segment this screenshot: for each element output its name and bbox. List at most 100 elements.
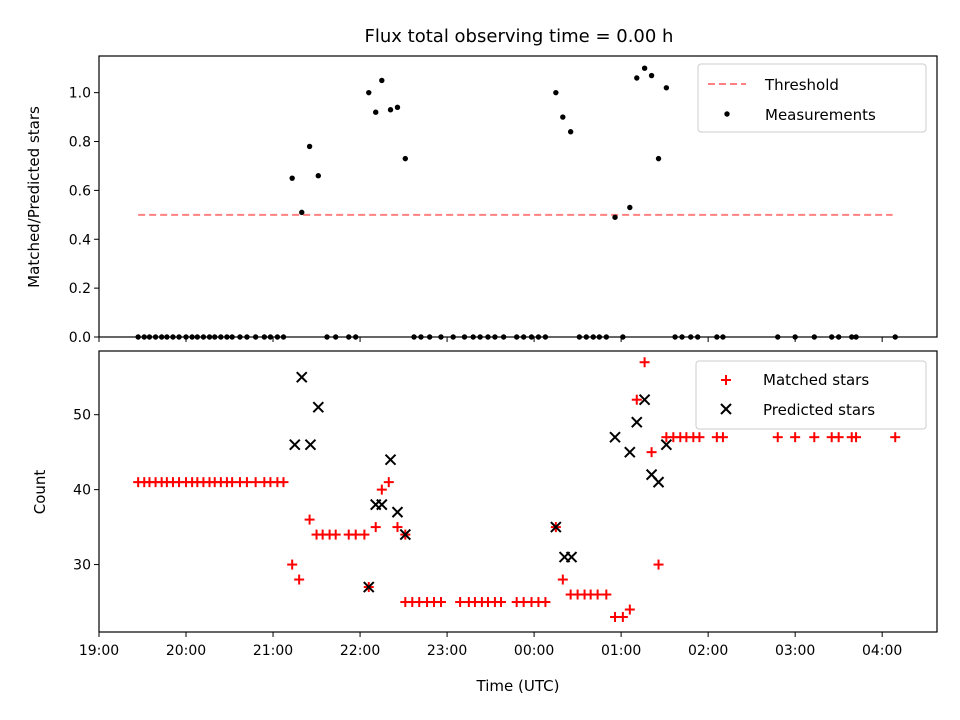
x-tick-label: 21:00 [253,643,293,659]
measurement-point [553,89,559,96]
matched-star-point [287,559,298,570]
legend-predicted-label: Predicted stars [763,401,875,419]
measurement-point [655,155,662,162]
predicted-star-point-b [312,401,324,413]
top-y-tick-label: 1.0 [69,86,91,102]
measurement-point [641,65,648,71]
predicted-star-point [660,438,673,451]
x-tick-label: 01:00 [601,643,641,659]
matched-star-point [631,394,642,405]
matched-star-point [278,477,289,488]
measurement-point [394,104,401,111]
measurement-point [567,129,574,135]
matched-star-point [833,432,844,443]
matched-star-point [790,432,801,443]
measurement-point [315,173,321,179]
x-tick-label: 04:00 [862,643,902,659]
predicted-star-point [376,498,388,511]
legend-predicted-marker [720,403,732,415]
legend-measurements-swatch [724,111,730,117]
predicted-star-point-b [289,438,301,451]
predicted-star-point-b [376,498,388,511]
measurement-point [648,72,655,79]
measurement-point [373,109,379,115]
matched-star-point [455,597,466,608]
matched-star-point [383,477,394,488]
predicted-star-point-b [399,528,412,541]
measurement-point [299,209,305,216]
predicted-star-point [638,393,651,406]
matched-star-point [653,559,664,570]
matched-star-point [601,589,612,600]
top-legend: Threshold Measurements [697,63,927,133]
matched-star-point [557,574,568,585]
matched-star-point [370,522,381,533]
top-legend-box [697,63,927,133]
matched-star-point [359,529,370,540]
bottom-panel-frame [98,350,938,633]
bottom-legend-box [695,360,927,430]
matched-star-point [435,597,446,608]
top-y-tick-label: 0.0 [69,330,91,346]
predicted-star-point [384,453,397,466]
matched-star-point [392,522,403,533]
bottom-panel-marks: 30 40 50 19:00 20:00 21:00 22:00 23:00 00:00 01:0… [73,357,902,659]
top-y-axis-label: Matched/Predicted stars [25,106,43,288]
matched-star-point [496,597,507,608]
predicted-star-point-b [660,438,673,451]
predicted-star-point [289,438,301,451]
predicted-star-point-b [631,416,643,428]
predicted-star-point-b [550,521,562,533]
bottom-y-axis-label: Count [31,470,49,515]
predicted-star-point [652,476,665,488]
legend-measurements-label: Measurements [765,106,876,124]
predicted-star-point [391,506,404,518]
predicted-star-point [304,438,317,451]
top-panel: 0.0 0.2 0.4 0.6 0.8 1.0 Matched/Predicted sta… [25,55,938,346]
measurement-point [366,89,372,96]
measurement-point [560,114,566,120]
measurement-point [663,85,670,91]
bottom-legend: Matched stars Predicted stars [695,360,927,430]
measurement-point [627,204,633,211]
measurement-point [634,75,640,81]
predicted-star-point [550,521,562,533]
matched-star-point [694,432,705,443]
matched-star-point [250,477,261,488]
matched-star-point [330,529,341,540]
matched-star-point [624,604,635,615]
legend-matched-label: Matched stars [763,371,869,389]
x-tick-label: 23:00 [427,643,467,659]
matched-star-point [376,484,387,495]
predicted-star-point-b [391,506,404,518]
x-tick-label: 19:00 [79,643,119,659]
matched-star-point [241,477,252,488]
predicted-star-point-b [565,551,578,563]
x-axis-label: Time (UTC) [476,677,560,695]
measurement-point [402,155,409,162]
predicted-star-point-b [363,581,375,593]
chart-title: Flux total observing time = 0.00 h [365,26,674,47]
predicted-star-point [296,371,308,383]
matched-star-point [540,597,551,608]
matched-star-point [809,432,820,443]
predicted-star-point [631,416,643,428]
predicted-star-point-b [638,393,651,406]
predicted-star-point-b [609,431,621,443]
matched-star-point [639,357,650,368]
top-panel-frame [98,55,938,338]
legend-matched-swatch [721,375,731,385]
predicted-star-point-b [645,468,658,481]
measurement-point [289,175,295,181]
measurement-point [306,143,313,150]
bottom-y-tick-label: 30 [73,558,91,574]
matched-star-point [350,529,361,540]
top-y-tick-label: 0.8 [69,135,91,151]
matched-star-point [646,447,657,458]
x-tick-label: 22:00 [340,643,380,659]
top-y-tick-label: 0.6 [69,183,91,199]
matched-star-point [890,432,901,443]
x-tick-label: 20:00 [166,643,206,659]
predicted-star-point-b [304,438,317,451]
